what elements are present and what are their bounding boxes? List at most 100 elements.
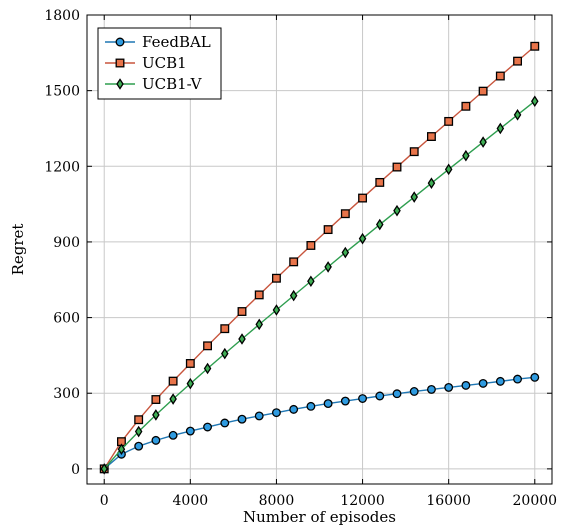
data-point bbox=[186, 377, 195, 390]
data-point bbox=[427, 177, 436, 189]
data-point bbox=[409, 387, 419, 396]
data-point bbox=[254, 290, 264, 300]
data-point bbox=[358, 394, 368, 403]
data-point bbox=[237, 414, 247, 424]
data-point bbox=[117, 443, 126, 455]
legend-label: UCB1-V bbox=[142, 75, 203, 93]
data-point bbox=[323, 225, 333, 235]
data-point bbox=[461, 101, 471, 111]
data-point bbox=[375, 177, 385, 187]
legend-marker bbox=[116, 78, 124, 90]
data-point bbox=[100, 463, 108, 475]
data-point bbox=[462, 149, 470, 162]
data-point bbox=[168, 376, 178, 386]
data-point bbox=[324, 261, 332, 273]
data-point bbox=[495, 376, 505, 386]
data-point bbox=[495, 71, 505, 81]
series-ucb1 bbox=[99, 41, 540, 474]
x-tick-label: 8000 bbox=[259, 493, 295, 509]
data-point bbox=[220, 418, 230, 428]
plot-frame bbox=[86, 14, 553, 485]
data-point bbox=[185, 426, 195, 436]
data-point bbox=[341, 246, 350, 259]
data-point bbox=[478, 378, 488, 388]
x-tick-label: 12000 bbox=[340, 493, 385, 509]
data-point bbox=[306, 401, 316, 411]
data-point bbox=[289, 257, 299, 267]
x-tick-label: 16000 bbox=[426, 493, 471, 509]
y-tick-label: 600 bbox=[53, 311, 80, 327]
legend-item: FeedBAL bbox=[105, 33, 211, 51]
data-point bbox=[151, 435, 161, 445]
data-point bbox=[426, 132, 436, 141]
data-point bbox=[393, 204, 401, 217]
data-point bbox=[513, 374, 523, 384]
data-point bbox=[410, 191, 418, 203]
data-point bbox=[185, 359, 195, 368]
data-point bbox=[461, 380, 471, 390]
data-point bbox=[254, 411, 264, 421]
data-point bbox=[530, 41, 540, 51]
data-point bbox=[513, 109, 522, 121]
x-axis-label: Number of episodes bbox=[243, 508, 396, 526]
data-point bbox=[426, 384, 436, 394]
data-point bbox=[409, 147, 419, 157]
data-point bbox=[203, 341, 213, 351]
data-point bbox=[289, 404, 299, 414]
data-point bbox=[203, 422, 213, 432]
legend-label: UCB1 bbox=[142, 54, 187, 72]
data-point bbox=[134, 425, 143, 438]
data-point bbox=[444, 382, 454, 392]
data-point bbox=[271, 408, 281, 418]
data-point bbox=[134, 441, 144, 451]
data-point bbox=[255, 318, 263, 331]
data-point bbox=[221, 347, 229, 360]
y-tick-label: 0 bbox=[71, 462, 80, 478]
x-tick-label: 0 bbox=[100, 493, 109, 509]
legend-item: UCB1-V bbox=[105, 75, 203, 93]
legend: FeedBAL UCB1 UCB1-V bbox=[97, 27, 222, 100]
data-point bbox=[478, 86, 488, 96]
series-layer bbox=[99, 41, 540, 475]
data-point bbox=[271, 273, 281, 283]
data-point bbox=[358, 232, 367, 245]
data-point bbox=[168, 430, 178, 440]
data-point bbox=[289, 289, 298, 302]
legend-marker bbox=[115, 58, 125, 68]
legend-item: UCB1 bbox=[105, 54, 187, 72]
data-point bbox=[340, 209, 350, 219]
data-point bbox=[237, 307, 247, 316]
data-point bbox=[220, 324, 230, 334]
y-axis-label: Regret bbox=[9, 224, 27, 276]
data-point bbox=[479, 136, 487, 148]
y-tick-label: 1800 bbox=[44, 8, 80, 24]
y-tick-label: 300 bbox=[53, 386, 80, 402]
axis-ticks: 0 4000 8000 12000 16000 20000 0 300 600 900 1200 15… bbox=[44, 8, 557, 509]
data-point bbox=[306, 241, 316, 250]
data-point bbox=[376, 218, 384, 231]
series-line bbox=[103, 376, 535, 470]
data-point bbox=[496, 122, 505, 135]
data-point bbox=[392, 389, 402, 399]
data-point bbox=[513, 56, 523, 66]
data-point bbox=[375, 391, 385, 401]
y-tick-label: 1500 bbox=[44, 84, 80, 100]
x-tick-label: 4000 bbox=[173, 493, 209, 509]
data-point bbox=[238, 333, 246, 345]
series-line bbox=[103, 100, 536, 470]
data-point bbox=[203, 362, 212, 375]
data-point bbox=[340, 396, 350, 406]
data-point bbox=[392, 162, 402, 172]
x-tick-label: 20000 bbox=[513, 493, 558, 509]
data-point bbox=[307, 275, 315, 288]
legend-marker bbox=[115, 37, 125, 47]
data-point bbox=[323, 399, 333, 409]
data-point bbox=[152, 409, 160, 421]
series-feedbal bbox=[99, 372, 540, 474]
y-tick-label: 1200 bbox=[44, 159, 80, 175]
data-point bbox=[134, 415, 144, 425]
data-point bbox=[272, 304, 281, 316]
y-tick-label: 900 bbox=[53, 235, 80, 251]
data-point bbox=[358, 193, 368, 203]
